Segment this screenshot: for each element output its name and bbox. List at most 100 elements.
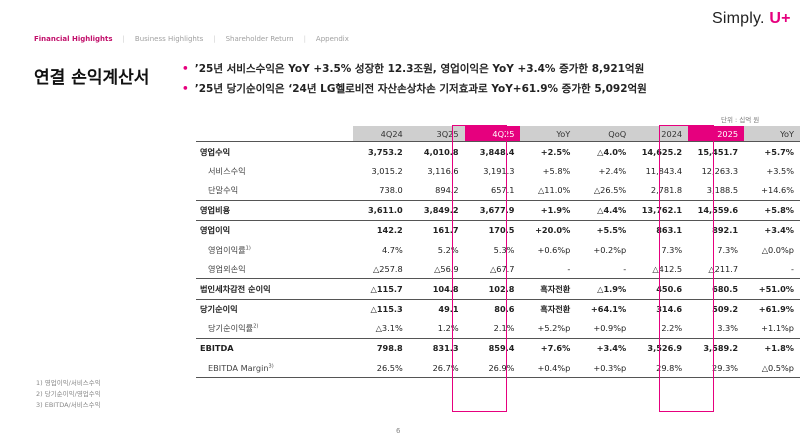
table-cell: △56.9 — [434, 263, 459, 274]
table-cell: △4.0% — [576, 141, 633, 162]
table-row: 영업수익 3,753.2 4,010.8 3,848.4 +2.5% △4.0% 14,62… — [196, 141, 800, 162]
table-cell: 14,625.2 — [632, 141, 689, 162]
table-cell: +64.1% — [576, 298, 633, 319]
table-cell: +5.2%p — [537, 323, 571, 334]
table-cell: +20.0% — [520, 219, 577, 240]
table-row: EBITDA Margin3) 26.5% 26.7% 26.9% +0.4%p +0.3… — [196, 358, 800, 379]
table-cell: △257.8 — [373, 263, 403, 274]
table-cell: 11,843.4 — [645, 165, 683, 176]
row-label: 영업수익 — [196, 141, 353, 162]
table-cell: 102.8 — [464, 278, 521, 299]
table-row: 영업비용 3,611.0 3,849.2 3,677.9 +1.9% △4.4% 13,76… — [196, 199, 800, 221]
table-cell: 80.6 — [464, 298, 521, 319]
footnote: 2) 당기순이익/영업수익 — [36, 390, 101, 398]
nav-appendix[interactable]: Appendix — [315, 35, 349, 43]
table-cell: 3,848.4 — [464, 141, 521, 162]
table-cell: +5.5% — [576, 219, 633, 240]
row-label: EBITDA — [196, 337, 353, 359]
page-number: 6 — [396, 427, 401, 435]
table-cell: 흑자전환 — [520, 278, 577, 299]
table-cell: 104.8 — [408, 278, 465, 299]
bullet-dot-icon: • — [182, 63, 189, 75]
unit-label: 단위 : 십억 원 — [721, 116, 760, 124]
table-cell: △67.7 — [489, 263, 515, 274]
table-cell: △11.0% — [538, 184, 571, 195]
nav-separator: | — [122, 35, 125, 43]
table-cell: △115.7 — [352, 278, 409, 299]
table-cell: 3,015.2 — [371, 165, 403, 176]
col-header: 3Q25 — [408, 126, 465, 142]
table-cell: +5.8% — [744, 199, 800, 221]
summary-bullets: • ’25년 서비스수익은 YoY +3.5% 성장한 12.3조원, 영업이익은… — [182, 61, 647, 101]
table-cell: 314.6 — [632, 298, 689, 319]
table-cell: 3,116.6 — [427, 165, 459, 176]
bullet-item: • ’25년 서비스수익은 YoY +3.5% 성장한 12.3조원, 영업이익은… — [182, 63, 645, 75]
table-cell: △3.1% — [375, 323, 403, 334]
row-label: 서비스수익 — [208, 165, 246, 176]
nav-separator: | — [303, 35, 306, 43]
top-nav: Financial Highlights | Business Highligh… — [34, 35, 359, 43]
table-cell: 4,010.8 — [408, 141, 465, 162]
table-cell: 450.6 — [632, 278, 689, 299]
table-cell: +5.7% — [744, 141, 800, 162]
table-cell: 29.8% — [632, 358, 689, 379]
nav-financial-highlights[interactable]: Financial Highlights — [34, 35, 113, 43]
row-label: 영업이익률1) — [208, 244, 251, 255]
table-cell: +3.5% — [766, 165, 794, 176]
bullet-dot-icon: • — [182, 83, 189, 95]
table-row: 당기순이익률2) △3.1% 1.2% 2.1% +5.2%p +0.9%p 2.2% 3.3… — [196, 319, 800, 339]
table-cell: 3,753.2 — [352, 141, 409, 162]
table-cell: 3,849.2 — [408, 199, 465, 221]
table-cell: 738.0 — [379, 184, 403, 195]
income-statement-table: 4Q24 3Q25 4Q25 YoY QoQ 2024 2025 YoY 영업수… — [196, 126, 800, 379]
table-cell: 2,781.8 — [650, 184, 683, 195]
table-cell: 3,191.3 — [483, 165, 515, 176]
table-cell: 142.2 — [352, 219, 409, 240]
table-cell: +7.6% — [520, 337, 577, 359]
table-cell: +1.9% — [520, 199, 577, 221]
nav-separator: | — [213, 35, 216, 43]
row-label: 영업비용 — [196, 199, 353, 221]
table-cell: 7.3% — [717, 244, 739, 255]
nav-business-highlights[interactable]: Business Highlights — [134, 35, 204, 43]
table-cell: △0.5%p — [744, 358, 800, 379]
table-row: 법인세차감전 순이익 △115.7 104.8 102.8 흑자전환 △1.9% 450.6… — [196, 278, 800, 299]
table-cell: 26.9% — [464, 358, 521, 379]
table-cell: - — [791, 263, 794, 274]
bullet-item: • ’25년 당기순이익은 ‘24년 LG헬로비전 자산손상차손 기저효과로 Yo… — [182, 83, 647, 95]
brand-logo: Simply. U+ — [712, 10, 791, 28]
table-cell: △26.5% — [593, 184, 627, 195]
table-cell: - — [623, 263, 627, 274]
table-cell: 7.3% — [661, 244, 683, 255]
col-header: YoY — [744, 126, 800, 142]
table-cell: 1.2% — [437, 323, 459, 334]
table-cell: 3,611.0 — [352, 199, 409, 221]
table-cell: △115.3 — [352, 298, 409, 319]
table-row: 영업이익 142.2 161.7 170.5 +20.0% +5.5% 863.1 892.1… — [196, 219, 800, 240]
table-cell: +0.9%p — [593, 323, 627, 334]
footnotes: 1) 영업이익/서비스수익 2) 당기순이익/영업수익 3) EBITDA/서비… — [36, 378, 101, 411]
table-cell: 3,526.9 — [632, 337, 689, 359]
table-row: 영업외손익 △257.8 △56.9 △67.7 - - △412.5 △211.7 - — [196, 259, 800, 279]
nav-shareholder-return[interactable]: Shareholder Return — [225, 35, 294, 43]
logo-text: Simply. — [712, 10, 765, 27]
table-cell: △211.7 — [708, 263, 739, 274]
table-cell: +0.2%p — [593, 244, 627, 255]
table-cell: +0.3%p — [576, 358, 633, 379]
table-cell: +3.4% — [576, 337, 633, 359]
table-cell: 15,451.7 — [688, 141, 745, 162]
table-cell: 5.2% — [437, 244, 459, 255]
table-cell: △412.5 — [652, 263, 683, 274]
table-cell: 13,762.1 — [632, 199, 689, 221]
table-cell: +1.1%p — [761, 323, 794, 334]
table-row: 서비스수익 3,015.2 3,116.6 3,191.3 +5.8% +2.4% 11,8… — [196, 161, 800, 180]
table-cell: 831.3 — [408, 337, 465, 359]
table-row: 영업이익률1) 4.7% 5.2% 5.3% +0.6%p +0.2%p 7.3% 7.3% △… — [196, 240, 800, 259]
table-cell: 3,677.9 — [464, 199, 521, 221]
table-cell: 509.2 — [688, 298, 745, 319]
row-label: 당기순이익 — [196, 298, 353, 319]
table-cell: +0.4%p — [520, 358, 577, 379]
table-cell: 14,559.6 — [688, 199, 745, 221]
table-cell: - — [567, 263, 571, 274]
table-row: 단말수익 738.0 894.2 657.1 △11.0% △26.5% 2,781.8 3,… — [196, 180, 800, 200]
